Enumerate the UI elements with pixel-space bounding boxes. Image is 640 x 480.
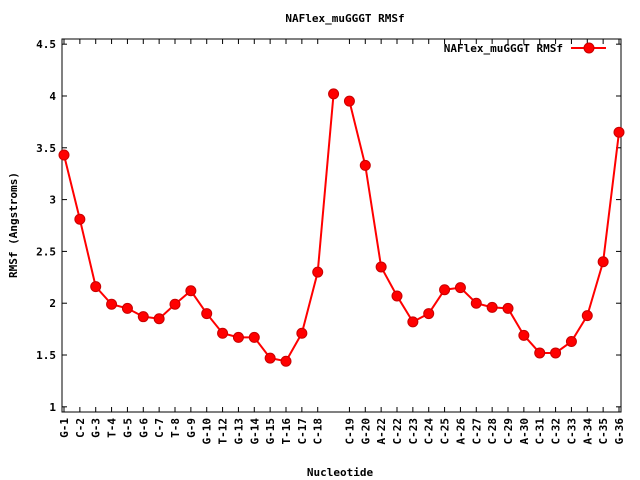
x-tick-label: C-24 bbox=[423, 418, 436, 445]
data-point bbox=[58, 149, 70, 161]
data-point bbox=[232, 331, 244, 343]
data-point bbox=[201, 308, 213, 320]
data-point bbox=[217, 327, 229, 339]
x-tick-label: G-13 bbox=[232, 418, 245, 445]
x-tick-label: C-32 bbox=[550, 418, 563, 445]
data-point bbox=[153, 313, 165, 325]
legend-label: NAFlex_muGGGT RMSf bbox=[444, 42, 563, 55]
x-tick-label: G-3 bbox=[90, 418, 103, 438]
x-tick-label: C-22 bbox=[391, 418, 404, 445]
y-tick-label: 3.5 bbox=[36, 142, 56, 155]
data-point bbox=[565, 336, 577, 348]
data-point bbox=[264, 352, 276, 364]
data-point bbox=[470, 297, 482, 309]
x-tick-label: C-31 bbox=[534, 418, 547, 445]
data-point bbox=[613, 126, 625, 138]
x-tick-label: C-25 bbox=[439, 418, 452, 445]
series-line bbox=[348, 100, 620, 354]
data-point bbox=[121, 302, 133, 314]
x-tick-label: C-27 bbox=[470, 418, 483, 445]
x-tick-label: A-30 bbox=[518, 418, 531, 445]
x-tick-label: G-15 bbox=[264, 418, 277, 445]
data-point bbox=[391, 290, 403, 302]
data-point bbox=[454, 282, 466, 294]
x-tick-label: G-1 bbox=[58, 418, 71, 438]
data-point bbox=[90, 281, 102, 293]
x-tick-label: G-14 bbox=[248, 418, 261, 445]
x-tick-label: G-36 bbox=[613, 418, 626, 445]
legend-marker bbox=[583, 42, 595, 54]
data-point bbox=[407, 316, 419, 328]
data-point bbox=[280, 355, 292, 367]
x-tick-label: C-28 bbox=[486, 418, 499, 445]
x-tick-label: G-6 bbox=[137, 418, 150, 438]
x-tick-label: T-4 bbox=[106, 418, 119, 438]
data-point bbox=[502, 302, 514, 314]
series-layer bbox=[58, 88, 625, 367]
data-point bbox=[597, 256, 609, 268]
y-tick-label: 1.5 bbox=[36, 349, 56, 362]
x-tick-label: T-16 bbox=[280, 418, 293, 445]
legend: NAFlex_muGGGT RMSf bbox=[444, 42, 606, 55]
data-point bbox=[137, 311, 149, 323]
x-tick-label: C-2 bbox=[74, 418, 87, 438]
data-point bbox=[312, 266, 324, 278]
x-tick-label: C-18 bbox=[312, 418, 325, 445]
data-point bbox=[486, 301, 498, 313]
x-tick-label: G-10 bbox=[201, 418, 214, 445]
plot-frame bbox=[61, 38, 622, 413]
data-point bbox=[328, 88, 340, 100]
x-tick-label: T-8 bbox=[169, 418, 182, 438]
data-point bbox=[439, 284, 451, 296]
x-tick-label: T-12 bbox=[217, 418, 230, 445]
y-tick-label: 4.5 bbox=[36, 38, 56, 51]
y-tick-label: 2 bbox=[49, 297, 56, 310]
y-tick-label: 4 bbox=[49, 90, 56, 103]
y-axis-label: RMSf (Angstroms) bbox=[7, 172, 20, 278]
data-point bbox=[169, 298, 181, 310]
x-tick-label: A-26 bbox=[454, 418, 467, 445]
x-tick-label: C-35 bbox=[597, 418, 610, 445]
x-tick-label: A-34 bbox=[581, 418, 594, 445]
y-tick-label: 2.5 bbox=[36, 245, 56, 258]
data-point bbox=[359, 159, 371, 171]
data-point bbox=[74, 213, 86, 225]
y-tick-label: 1 bbox=[49, 401, 56, 414]
chart-title: NAFlex_muGGGT RMSf bbox=[285, 12, 404, 25]
series-line bbox=[63, 154, 319, 363]
x-tick-label: C-29 bbox=[502, 418, 515, 445]
x-tick-label: G-20 bbox=[359, 418, 372, 445]
data-point bbox=[534, 347, 546, 359]
data-point bbox=[296, 327, 308, 339]
x-tick-label: C-33 bbox=[565, 418, 578, 445]
x-tick-label: C-7 bbox=[153, 418, 166, 438]
x-tick-label: C-17 bbox=[296, 418, 309, 445]
x-tick-label: A-22 bbox=[375, 418, 388, 445]
data-point bbox=[518, 329, 530, 341]
x-tick-label: G-9 bbox=[185, 418, 198, 438]
x-axis-label: Nucleotide bbox=[307, 466, 374, 479]
data-point bbox=[185, 285, 197, 297]
data-point bbox=[550, 347, 562, 359]
x-tick-label: G-5 bbox=[121, 418, 134, 438]
x-tick-label: C-19 bbox=[343, 418, 356, 445]
series-line bbox=[316, 93, 335, 273]
data-point bbox=[375, 261, 387, 273]
y-axis: 1 1.5 2 2.5 3 3.5 4 4.5 bbox=[36, 38, 621, 414]
y-tick-label: 3 bbox=[49, 194, 56, 207]
data-point bbox=[248, 331, 260, 343]
x-tick-label: C-23 bbox=[407, 418, 420, 445]
data-point bbox=[106, 298, 118, 310]
data-point bbox=[581, 310, 593, 322]
x-axis: G-1 C-2 G-3 T-4 G-5 G-6 C-7 T-8 G-9 G-10 T-12 G-13 G… bbox=[58, 39, 626, 445]
data-point bbox=[423, 308, 435, 320]
data-point bbox=[343, 95, 355, 107]
